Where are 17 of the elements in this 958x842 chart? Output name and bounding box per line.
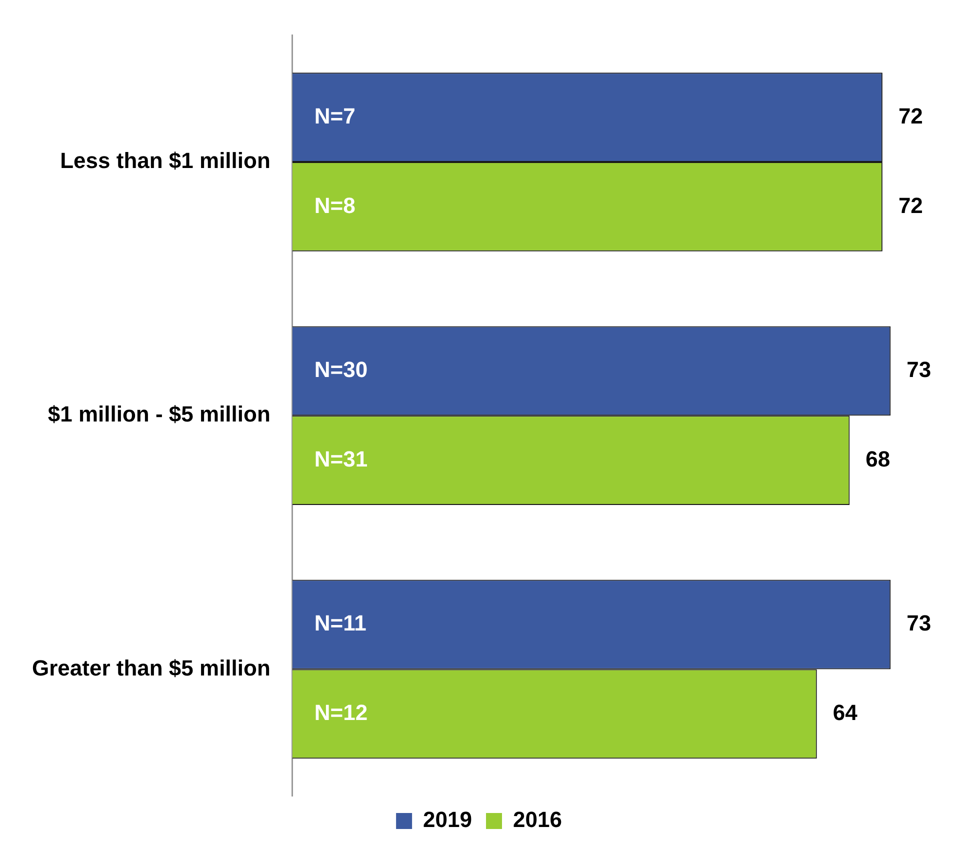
data-label: 72 bbox=[898, 192, 923, 218]
y-tick-label: Greater than $5 million bbox=[32, 655, 270, 680]
annotation: N=30 bbox=[314, 356, 368, 382]
legend-label: 2016 bbox=[513, 807, 562, 832]
data-label: 68 bbox=[866, 446, 890, 472]
data-label: 64 bbox=[832, 700, 858, 725]
y-tick-label: $1 million - $5 million bbox=[48, 402, 270, 427]
annotation: N=8 bbox=[314, 192, 356, 218]
legend-label: 2019 bbox=[423, 807, 472, 832]
annotation: N=11 bbox=[314, 610, 366, 636]
data-label: 73 bbox=[906, 356, 932, 382]
data-label: 73 bbox=[906, 610, 932, 636]
data-label: 72 bbox=[898, 103, 923, 128]
y-tick-label: Less than $1 million bbox=[60, 148, 270, 174]
annotation: N=7 bbox=[314, 103, 356, 128]
annotation: N=31 bbox=[314, 446, 368, 472]
annotation: N=12 bbox=[314, 700, 368, 725]
